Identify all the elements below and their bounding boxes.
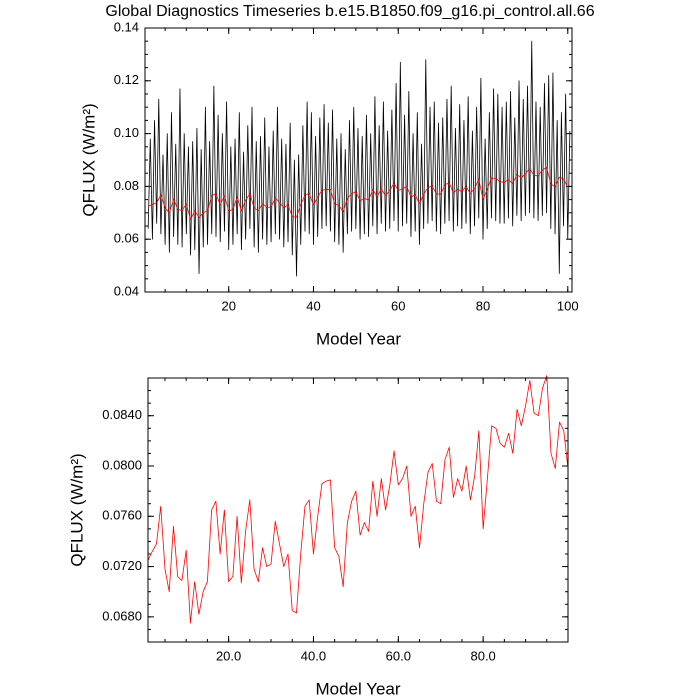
y-tick-label: 0.12 — [114, 72, 139, 87]
x-tick-label: 100 — [557, 298, 579, 313]
y-tick-label: 0.0840 — [102, 407, 142, 422]
x-tick-label: 20 — [221, 298, 235, 313]
plot-frame — [144, 27, 573, 293]
x-tick-label: 80.0 — [470, 648, 495, 663]
x-axis-label: Model Year — [316, 329, 401, 348]
x-tick-label: 40.0 — [301, 648, 326, 663]
x-tick-label: 40 — [306, 298, 320, 313]
y-tick-label: 0.04 — [114, 283, 139, 298]
x-tick-label: 60 — [391, 298, 405, 313]
y-axis-label: QFLUX (W/m²) — [79, 103, 98, 216]
data-line — [148, 166, 569, 220]
plot-frame — [147, 377, 569, 643]
x-tick-label: 60.0 — [386, 648, 411, 663]
y-tick-label: 0.0720 — [102, 558, 142, 573]
x-tick-label: 20.0 — [216, 648, 241, 663]
x-tick-label: 80 — [476, 298, 490, 313]
y-tick-label: 0.14 — [114, 19, 139, 34]
y-tick-label: 0.08 — [114, 178, 139, 193]
y-tick-label: 0.0680 — [102, 608, 142, 623]
data-line — [147, 40, 571, 277]
y-tick-label: 0.0800 — [102, 457, 142, 472]
y-tick-label: 0.10 — [114, 125, 139, 140]
chart-title: Global Diagnostics Timeseries b.e15.B185… — [105, 3, 594, 20]
data-line — [147, 375, 569, 624]
y-axis-label: QFLUX (W/m²) — [67, 453, 86, 566]
x-axis-label: Model Year — [315, 679, 400, 698]
y-tick-label: 0.0760 — [102, 508, 142, 523]
y-tick-label: 0.06 — [114, 231, 139, 246]
